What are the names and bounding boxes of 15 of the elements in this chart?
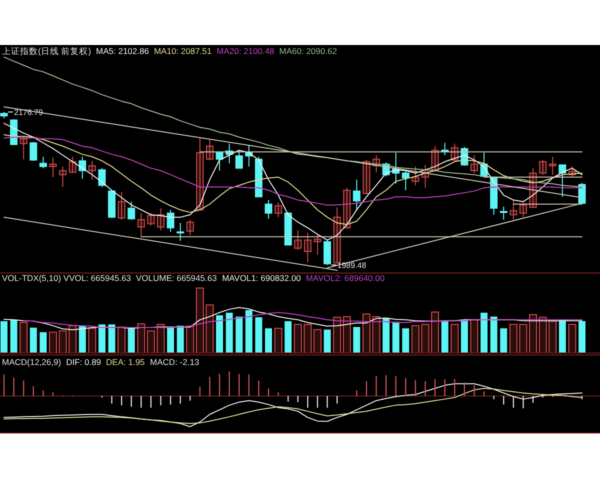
chart-title: 上证指数(日线 前复权) — [2, 46, 92, 56]
text: MAVOL1: 690832.00 — [222, 273, 302, 283]
text: MA10: 2087.51 — [154, 46, 212, 56]
text: DEA: 1.95 — [106, 357, 146, 367]
text: MA20: 2100.48 — [216, 46, 275, 56]
text: MA5: 2102.86 — [96, 46, 150, 56]
annotation: 2176.79 — [14, 108, 44, 117]
annotation: 1989.48 — [337, 261, 367, 270]
text: DIF: 0.89 — [66, 357, 102, 367]
series-label: VOLUME: 665945.63 — [136, 273, 218, 283]
text: MAVOL2: 689640.00 — [306, 273, 385, 283]
series-label: MACD: -2.13 — [150, 357, 200, 367]
text: MA60: 2090.62 — [279, 46, 338, 56]
chart-title: VOL-TDX(5,10) VVOL: 665945.63 — [2, 273, 132, 283]
chart-title: MACD(12,26,9) — [2, 357, 62, 367]
